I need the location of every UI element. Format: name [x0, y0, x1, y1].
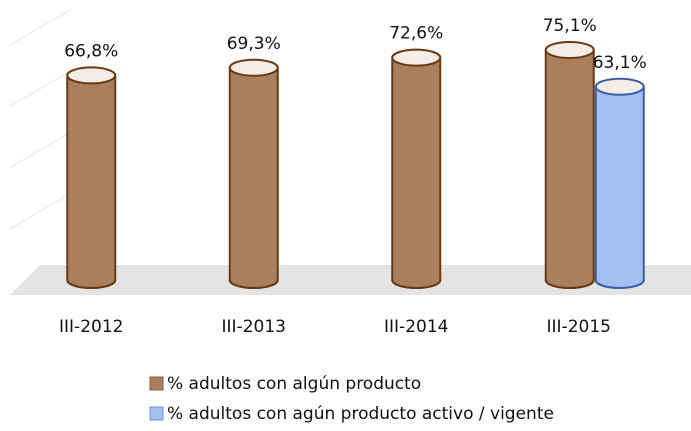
grid-line	[9, 193, 71, 230]
legend-swatch	[149, 376, 164, 391]
bar-base-front	[228, 279, 279, 289]
legend-label: % adultos con agún producto activo / vig…	[167, 404, 554, 424]
data-label: 66,8%	[64, 41, 118, 61]
x-tick-label: III-2012	[59, 317, 123, 337]
x-tick-label: III-2014	[384, 317, 448, 337]
bar	[392, 57, 441, 280]
bar-top	[544, 41, 595, 60]
bar	[545, 50, 594, 280]
data-label: 75,1%	[543, 16, 597, 36]
bar-base-front	[544, 279, 595, 289]
bar	[595, 86, 644, 280]
data-label: 63,1%	[593, 53, 647, 73]
bar	[229, 67, 278, 280]
bar	[67, 75, 116, 280]
grid-line	[9, 132, 71, 168]
grid-line	[9, 70, 71, 107]
bar-base-front	[66, 279, 117, 289]
x-tick-label: III-2013	[222, 317, 286, 337]
grid-line	[9, 9, 71, 46]
bar-top	[66, 66, 117, 85]
bar-top	[228, 58, 279, 77]
legend-label: % adultos con algún producto	[167, 374, 421, 394]
bar-top	[594, 77, 645, 96]
bar-base-front	[391, 279, 442, 289]
bar-top	[391, 48, 442, 67]
floor	[10, 265, 691, 295]
legend-swatch	[149, 406, 164, 421]
x-tick-label: III-2015	[547, 317, 611, 337]
data-label: 72,6%	[389, 24, 443, 44]
bar-base-front	[594, 279, 645, 289]
data-label: 69,3%	[227, 34, 281, 54]
